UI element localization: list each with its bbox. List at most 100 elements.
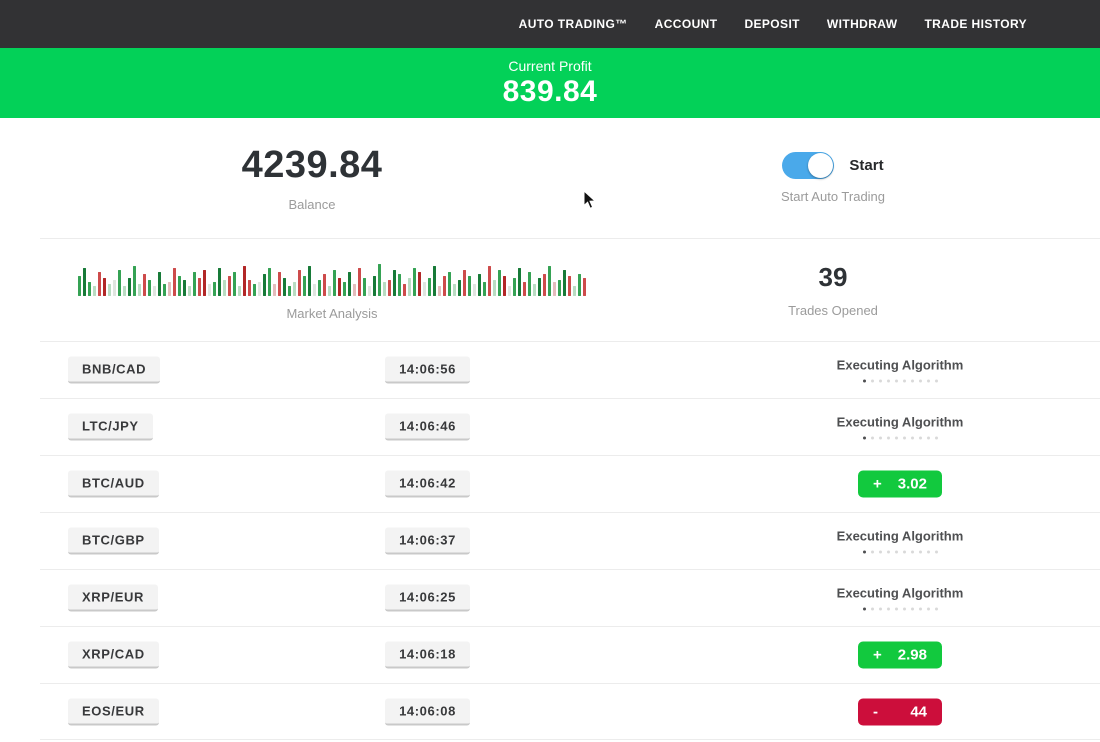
chart-bar	[353, 283, 356, 296]
chart-bar	[443, 275, 446, 296]
executing-label: Executing Algorithm	[836, 357, 964, 373]
chart-bar	[473, 283, 476, 296]
chart-bar	[323, 273, 326, 296]
chart-bar	[158, 271, 161, 296]
nav-item-deposit[interactable]: DEPOSIT	[744, 17, 800, 31]
chart-bar	[458, 279, 461, 296]
nav-item-auto-trading[interactable]: AUTO TRADING™	[518, 17, 628, 31]
trade-row: XRP/CAD 14:06:18 +2.98	[40, 626, 1100, 683]
trade-row: BTC/AUD 14:06:42 +3.02	[40, 455, 1100, 512]
chart-bar	[328, 285, 331, 296]
progress-dot	[910, 607, 914, 611]
progress-dot	[894, 436, 898, 440]
badge-value: 2.98	[897, 646, 927, 664]
toggle-knob	[808, 153, 834, 178]
pair-chip[interactable]: XRP/CAD	[68, 641, 159, 669]
profit-banner: Current Profit 839.84	[0, 48, 1100, 118]
chart-bar	[83, 267, 86, 296]
progress-dot	[934, 436, 938, 440]
chart-bar	[508, 285, 511, 296]
time-chip[interactable]: 14:06:42	[385, 470, 470, 498]
trade-row: XRP/EUR 14:06:25 Executing Algorithm	[40, 569, 1100, 626]
pair-chip[interactable]: EOS/EUR	[68, 698, 159, 725]
badge-sign: +	[873, 646, 882, 664]
chart-bar	[518, 267, 521, 296]
chart-bar	[348, 271, 351, 296]
progress-dot	[934, 607, 938, 611]
progress-dot	[862, 607, 866, 611]
progress-dot	[870, 379, 874, 383]
progress-dot	[878, 379, 882, 383]
progress-dot	[862, 550, 866, 554]
progress-dot	[870, 607, 874, 611]
chart-bar	[248, 279, 251, 296]
balance-value: 4239.84	[241, 144, 383, 186]
loss-badge: - 44	[858, 698, 942, 725]
progress-dot	[862, 436, 866, 440]
auto-trading-cell: Start Start Auto Trading	[624, 118, 1042, 238]
chart-bar	[203, 269, 206, 296]
chart-bar	[163, 283, 166, 296]
chart-bar	[178, 275, 181, 296]
progress-dot	[894, 379, 898, 383]
chart-bar	[183, 279, 186, 296]
chart-bar	[228, 275, 231, 296]
nav-item-withdraw[interactable]: WITHDRAW	[826, 17, 898, 31]
profit-badge: +3.02	[858, 470, 942, 498]
time-chip[interactable]: 14:06:25	[385, 584, 470, 612]
chart-bar	[113, 279, 116, 296]
chart-bar	[408, 277, 411, 296]
chart-bar	[168, 281, 171, 296]
pair-chip[interactable]: BTC/GBP	[68, 527, 159, 555]
progress-dot	[926, 550, 930, 554]
progress-dots	[862, 550, 938, 554]
progress-dot	[934, 550, 938, 554]
time-chip[interactable]: 14:06:08	[385, 698, 470, 725]
time-chip[interactable]: 14:06:56	[385, 356, 470, 384]
chart-bar	[318, 279, 321, 296]
chart-bar	[343, 281, 346, 296]
badge-value: 3.02	[897, 475, 927, 493]
chart-bar	[273, 283, 276, 296]
time-chip[interactable]: 14:06:37	[385, 527, 470, 555]
chart-bar	[93, 285, 96, 296]
trade-status: Executing Algorithm	[750, 415, 1050, 440]
chart-bar	[133, 265, 136, 296]
chart-bar	[148, 279, 151, 296]
trade-row: EOS/EUR 14:06:08 - 44	[40, 683, 1100, 740]
chart-bar	[198, 277, 201, 296]
chart-bar	[448, 271, 451, 296]
chart-bar	[188, 285, 191, 296]
trade-status: Executing Algorithm	[750, 358, 1050, 383]
pair-chip[interactable]: BTC/AUD	[68, 470, 159, 498]
chart-bar	[573, 285, 576, 296]
nav-item-trade-history[interactable]: TRADE HISTORY	[924, 17, 1027, 31]
chart-bar	[433, 265, 436, 296]
chart-bar	[548, 265, 551, 296]
chart-bar	[493, 279, 496, 296]
progress-dots	[862, 379, 938, 383]
chart-bar	[128, 277, 131, 296]
progress-dot	[902, 607, 906, 611]
progress-dot	[902, 550, 906, 554]
chart-bar	[413, 267, 416, 296]
time-chip[interactable]: 14:06:46	[385, 413, 470, 441]
chart-bar	[438, 285, 441, 296]
chart-bar	[213, 281, 216, 296]
pair-chip[interactable]: XRP/EUR	[68, 584, 158, 612]
chart-bar	[283, 277, 286, 296]
trade-status: +2.98	[750, 641, 1050, 669]
chart-bar	[368, 285, 371, 296]
time-chip[interactable]: 14:06:18	[385, 641, 470, 669]
pair-chip[interactable]: BNB/CAD	[68, 356, 161, 384]
nav-item-account[interactable]: ACCOUNT	[654, 17, 718, 31]
pair-chip[interactable]: LTC/JPY	[68, 413, 153, 441]
chart-bar	[568, 275, 571, 296]
trades-opened-cell: 39 Trades Opened	[624, 239, 1042, 341]
profit-banner-label: Current Profit	[508, 58, 592, 74]
auto-trading-toggle[interactable]	[782, 152, 835, 179]
chart-bar	[88, 281, 91, 296]
chart-bar	[478, 273, 481, 296]
chart-bar	[583, 277, 586, 296]
progress-dot	[886, 436, 890, 440]
